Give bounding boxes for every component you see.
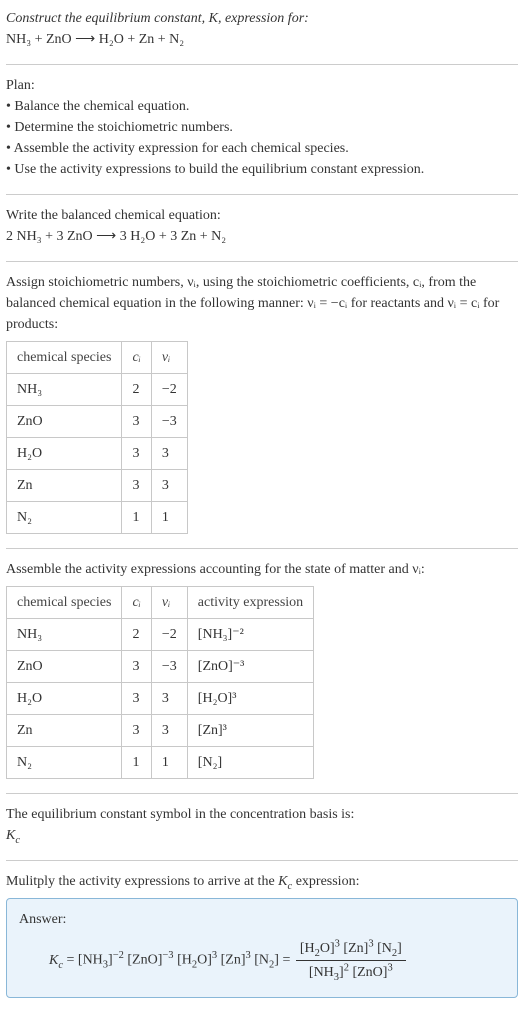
cell: H₂O xyxy=(7,438,122,470)
cell: H₂O xyxy=(7,683,122,715)
col-header: chemical species xyxy=(7,587,122,619)
activity-table: chemical species cᵢ νᵢ activity expressi… xyxy=(6,586,314,779)
table-header-row: chemical species cᵢ νᵢ xyxy=(7,342,188,374)
table-row: H₂O33[H₂O]³ xyxy=(7,683,314,715)
plan-item: • Balance the chemical equation. xyxy=(6,96,518,117)
divider xyxy=(6,261,518,262)
table-row: N₂11[N₂] xyxy=(7,747,314,779)
cell: NH₃ xyxy=(7,374,122,406)
plan-block: Plan: • Balance the chemical equation. •… xyxy=(6,75,518,180)
cell: [NH₃]⁻² xyxy=(187,619,313,651)
plan-item: • Determine the stoichiometric numbers. xyxy=(6,117,518,138)
cell: 1 xyxy=(122,747,151,779)
col-header: chemical species xyxy=(7,342,122,374)
balanced-equation: 2 NH₃ + 3 ZnO ⟶ 3 H₂O + 3 Zn + N₂ xyxy=(6,226,518,247)
title-equation: NH₃ + ZnO ⟶ H₂O + Zn + N₂ xyxy=(6,29,518,50)
table-row: NH₃2−2[NH₃]⁻² xyxy=(7,619,314,651)
activity-intro: Assemble the activity expressions accoun… xyxy=(6,559,518,580)
symbol-intro: The equilibrium constant symbol in the c… xyxy=(6,804,518,825)
cell: [H₂O]³ xyxy=(187,683,313,715)
fraction-numerator: [H2O]3 [Zn]3 [N2] xyxy=(296,938,406,960)
table-row: H₂O33 xyxy=(7,438,188,470)
cell: 3 xyxy=(122,406,151,438)
table-row: ZnO3−3[ZnO]⁻³ xyxy=(7,651,314,683)
cell: 1 xyxy=(122,502,151,534)
answer-label: Answer: xyxy=(19,909,505,930)
cell: 3 xyxy=(151,683,187,715)
divider xyxy=(6,793,518,794)
answer-equation: Kc = [NH3]−2 [ZnO]−3 [H2O]3 [Zn]3 [N2] =… xyxy=(19,938,505,983)
header-block: Construct the equilibrium constant, K, e… xyxy=(6,8,518,50)
cell: NH₃ xyxy=(7,619,122,651)
col-header: cᵢ xyxy=(122,342,151,374)
cell: Zn xyxy=(7,715,122,747)
cell: 1 xyxy=(151,502,187,534)
cell: −3 xyxy=(151,406,187,438)
cell: −2 xyxy=(151,619,187,651)
col-header: activity expression xyxy=(187,587,313,619)
cell: 2 xyxy=(122,374,151,406)
cell: N₂ xyxy=(7,747,122,779)
cell: 1 xyxy=(151,747,187,779)
table-header-row: chemical species cᵢ νᵢ activity expressi… xyxy=(7,587,314,619)
symbol-block: The equilibrium constant symbol in the c… xyxy=(6,804,518,846)
col-header: νᵢ xyxy=(151,342,187,374)
cell: −3 xyxy=(151,651,187,683)
symbol-value: Kc xyxy=(6,825,518,846)
multiply-intro: Mulitply the activity expressions to arr… xyxy=(6,871,518,892)
cell: 3 xyxy=(151,438,187,470)
balanced-block: Write the balanced chemical equation: 2 … xyxy=(6,205,518,247)
cell: 3 xyxy=(151,715,187,747)
cell: 3 xyxy=(122,651,151,683)
stoich-block: Assign stoichiometric numbers, νᵢ, using… xyxy=(6,272,518,534)
activity-block: Assemble the activity expressions accoun… xyxy=(6,559,518,779)
stoich-intro: Assign stoichiometric numbers, νᵢ, using… xyxy=(6,272,518,335)
cell: N₂ xyxy=(7,502,122,534)
cell: [ZnO]⁻³ xyxy=(187,651,313,683)
divider xyxy=(6,548,518,549)
answer-box: Answer: Kc = [NH3]−2 [ZnO]−3 [H2O]3 [Zn]… xyxy=(6,898,518,998)
multiply-block: Mulitply the activity expressions to arr… xyxy=(6,871,518,892)
divider xyxy=(6,194,518,195)
balanced-heading: Write the balanced chemical equation: xyxy=(6,205,518,226)
cell: [N₂] xyxy=(187,747,313,779)
cell: 3 xyxy=(122,683,151,715)
plan-item: • Use the activity expressions to build … xyxy=(6,159,518,180)
table-row: Zn33 xyxy=(7,470,188,502)
fraction-denominator: [NH3]2 [ZnO]3 xyxy=(296,960,406,983)
table-row: Zn33[Zn]³ xyxy=(7,715,314,747)
plan-heading: Plan: xyxy=(6,75,518,96)
cell: 3 xyxy=(122,470,151,502)
divider xyxy=(6,64,518,65)
col-header: cᵢ xyxy=(122,587,151,619)
cell: ZnO xyxy=(7,651,122,683)
stoich-table: chemical species cᵢ νᵢ NH₃2−2 ZnO3−3 H₂O… xyxy=(6,341,188,534)
table-row: ZnO3−3 xyxy=(7,406,188,438)
cell: 3 xyxy=(151,470,187,502)
divider xyxy=(6,860,518,861)
col-header: νᵢ xyxy=(151,587,187,619)
cell: [Zn]³ xyxy=(187,715,313,747)
title-line1: Construct the equilibrium constant, K, e… xyxy=(6,8,518,29)
plan-item: • Assemble the activity expression for e… xyxy=(6,138,518,159)
cell: 2 xyxy=(122,619,151,651)
table-row: NH₃2−2 xyxy=(7,374,188,406)
cell: −2 xyxy=(151,374,187,406)
cell: 3 xyxy=(122,438,151,470)
cell: Zn xyxy=(7,470,122,502)
cell: ZnO xyxy=(7,406,122,438)
cell: 3 xyxy=(122,715,151,747)
table-row: N₂11 xyxy=(7,502,188,534)
